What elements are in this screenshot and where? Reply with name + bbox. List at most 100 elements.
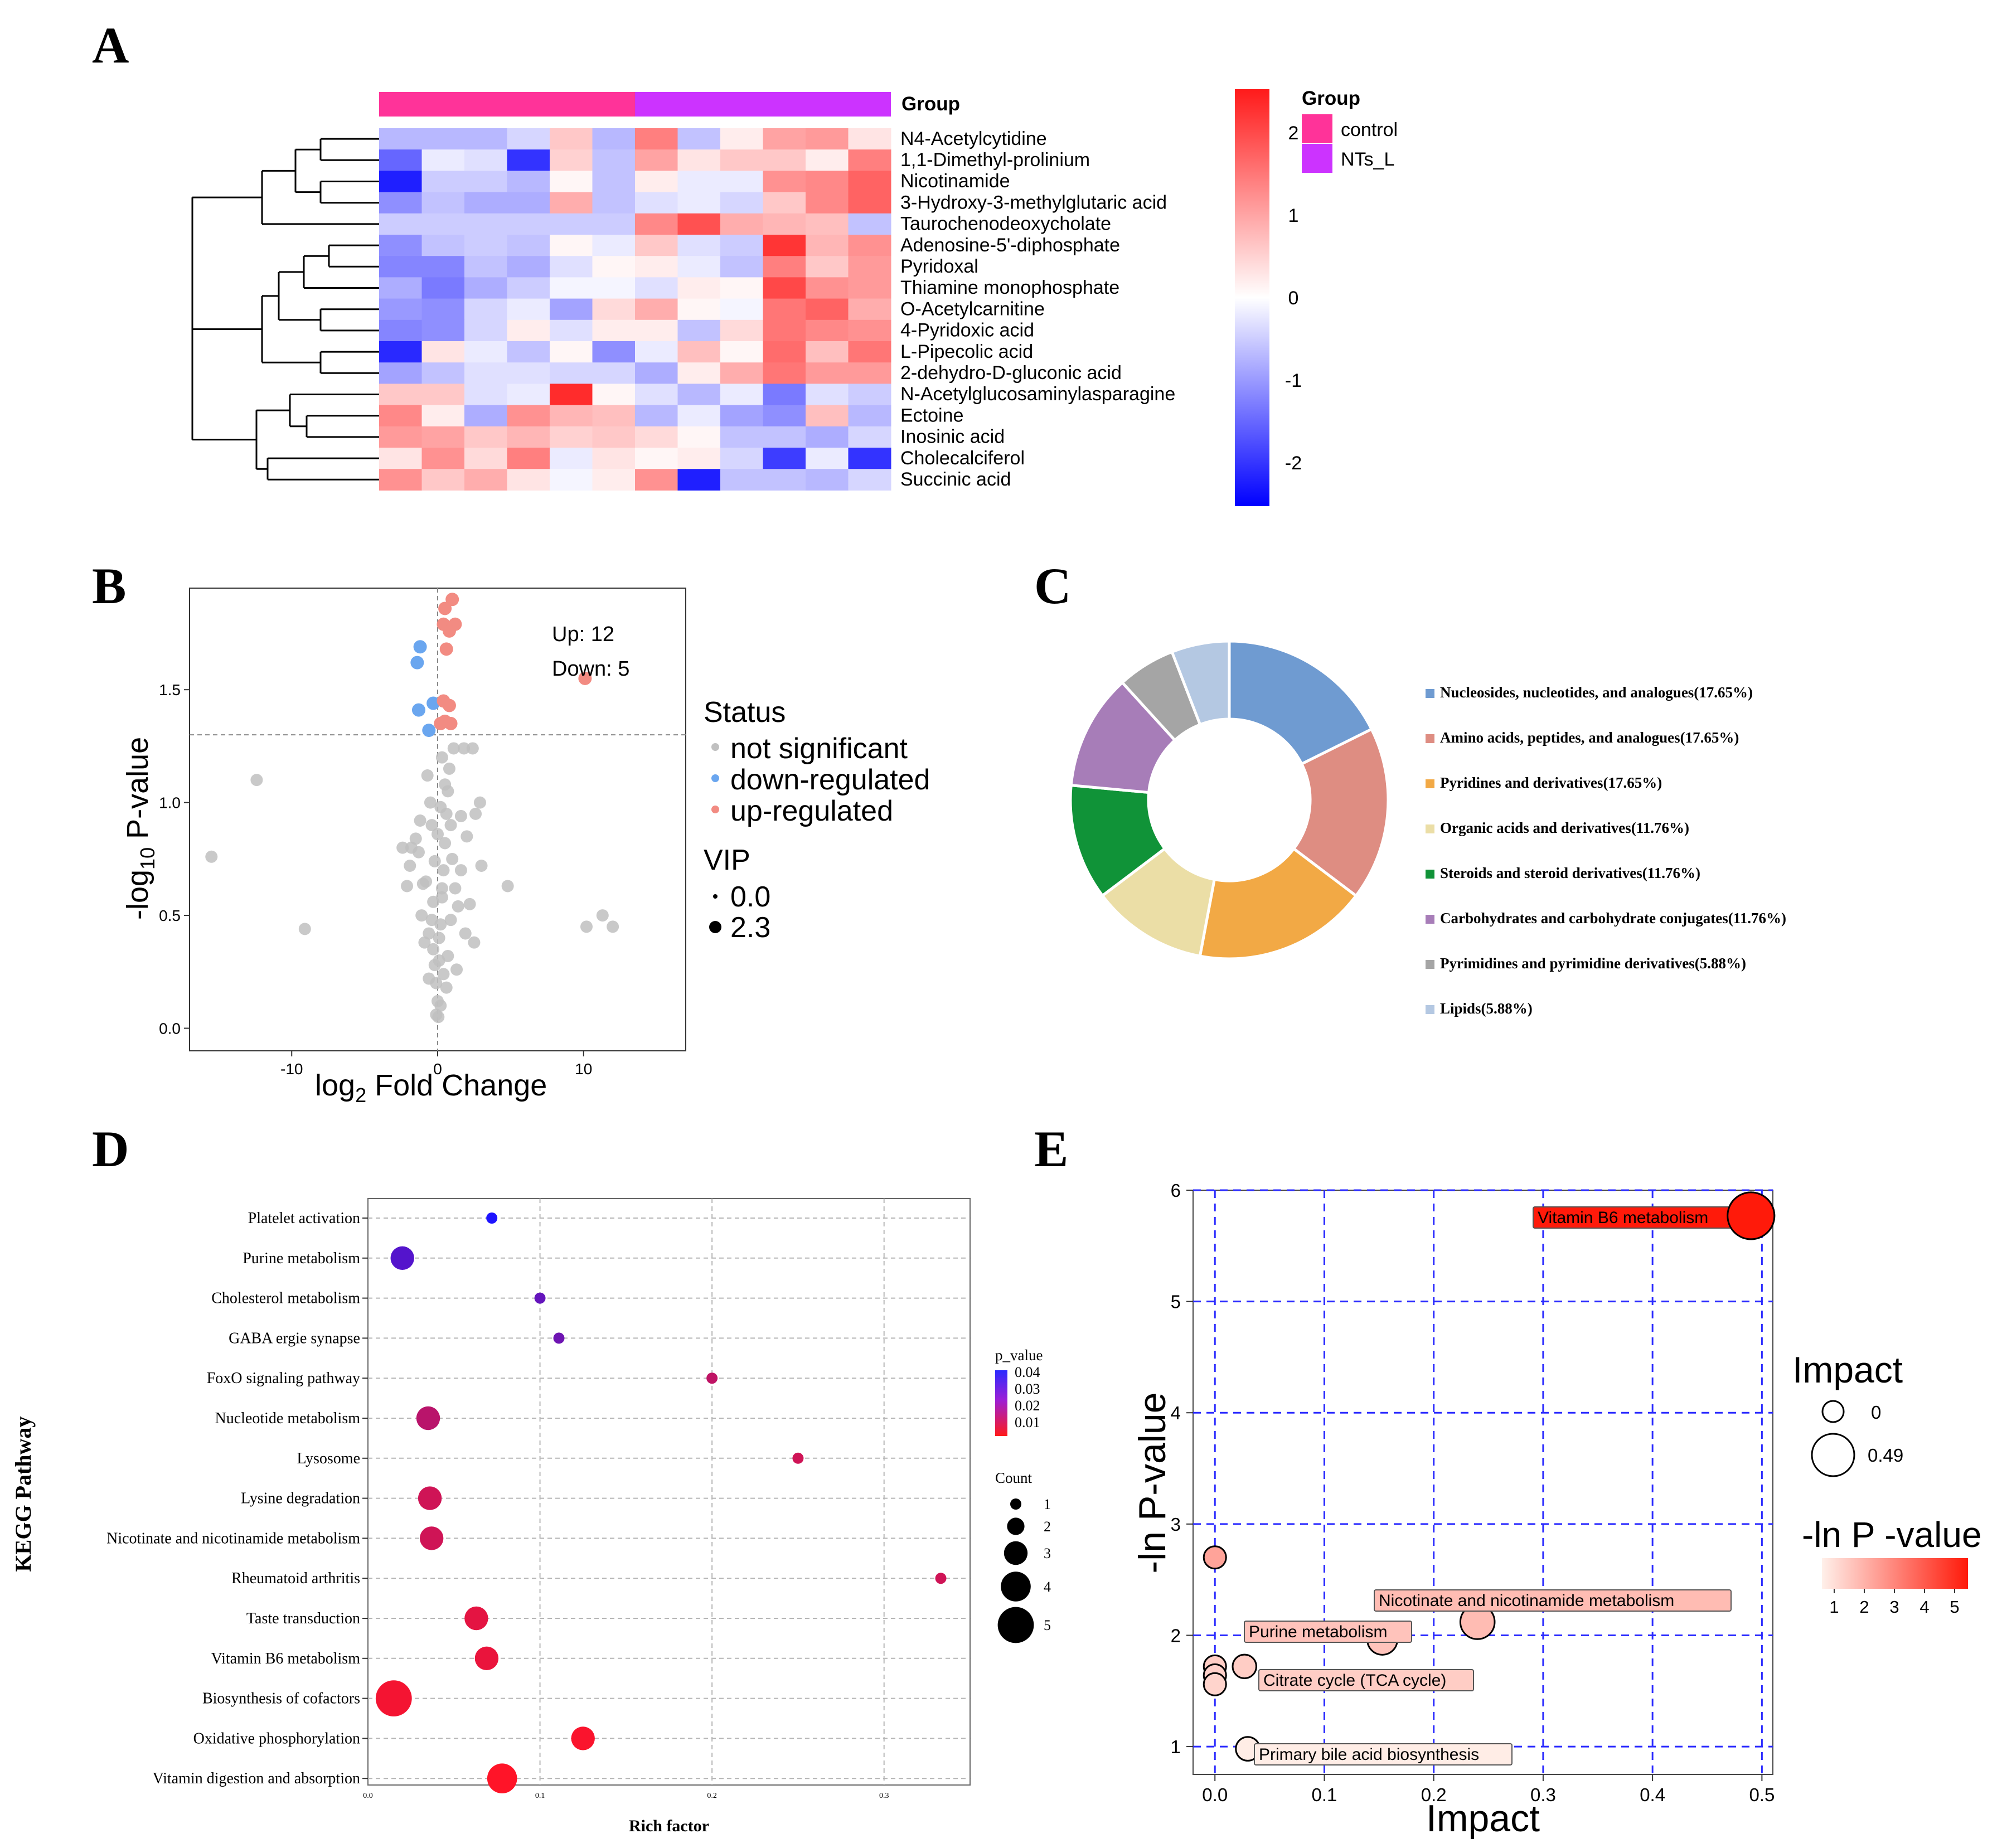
volcano-point-ns bbox=[463, 898, 476, 910]
heatmap-cell bbox=[806, 469, 849, 491]
volcano-point-ns bbox=[447, 742, 460, 755]
heatmap-cell bbox=[592, 235, 636, 256]
heatmap-cell bbox=[720, 171, 763, 193]
heatmap-cell bbox=[592, 192, 636, 214]
heatmap-cell bbox=[720, 256, 763, 278]
heatmap-cell bbox=[507, 298, 550, 321]
impact-label-box bbox=[1244, 1621, 1412, 1643]
impact-x-tick: 0.0 bbox=[1202, 1784, 1228, 1805]
heatmap-row-label: 2-dehydro-D-gluconic acid bbox=[900, 362, 1122, 384]
donut-legend: Nucleosides, nucleotides, and analogues(… bbox=[1426, 684, 1786, 1017]
kegg-bubble bbox=[390, 1246, 414, 1270]
pvalue-legend-tick: 0.02 bbox=[1015, 1398, 1040, 1414]
row-dendrogram bbox=[191, 138, 379, 481]
heatmap-cell bbox=[720, 362, 763, 384]
heatmap-cell bbox=[379, 277, 422, 299]
heatmap-cell bbox=[421, 341, 465, 363]
donut-legend-label: Carbohydrates and carbohydrate conjugate… bbox=[1440, 910, 1786, 927]
heatmap-cell bbox=[550, 384, 593, 406]
heatmap-cell bbox=[763, 362, 806, 384]
volcano-down-count: Down: 5 bbox=[552, 657, 629, 681]
heatmap-row-label: Ectoine bbox=[900, 405, 963, 426]
impact-bubble-top bbox=[1727, 1191, 1776, 1240]
impact-x-tick: 0.4 bbox=[1640, 1784, 1665, 1805]
volcano-y-tick: 1.5 bbox=[159, 681, 181, 699]
volcano-x-tick: -10 bbox=[280, 1060, 303, 1078]
volcano-point-up bbox=[445, 593, 459, 607]
volcano-point-up bbox=[578, 671, 592, 685]
kegg-x-label: Rich factor bbox=[629, 1817, 709, 1835]
heatmap-cell bbox=[635, 128, 678, 150]
volcano-point-ns bbox=[452, 900, 464, 913]
group-annotation-title: Group bbox=[901, 93, 960, 115]
volcano-point-ns bbox=[205, 850, 218, 863]
vip-legend-dot-small bbox=[713, 894, 718, 899]
heatmap-cell bbox=[592, 256, 636, 278]
volcano-point-ns bbox=[415, 909, 428, 922]
heatmap-cell bbox=[763, 384, 806, 406]
kegg-pathway-label: Purine metabolism bbox=[243, 1250, 360, 1267]
volcano-x-tick: 0 bbox=[433, 1060, 442, 1078]
count-legend-label: 5 bbox=[1044, 1617, 1051, 1633]
heatmap-cell bbox=[635, 171, 678, 193]
heatmap-cell bbox=[379, 298, 422, 321]
heatmap-cell bbox=[763, 256, 806, 278]
kegg-pathway-label: GABA ergie synapse bbox=[229, 1330, 360, 1347]
heatmap-cell bbox=[763, 448, 806, 469]
heatmap-cell bbox=[635, 469, 678, 491]
vip-legend-small: 0.0 bbox=[730, 881, 770, 913]
volcano-point-ns bbox=[440, 981, 453, 994]
count-legend-dot bbox=[997, 1607, 1034, 1643]
heatmap-cell bbox=[507, 405, 550, 427]
heat-legend-tick: 0 bbox=[1288, 288, 1299, 309]
pvalue-legend-tick: 0.03 bbox=[1015, 1381, 1040, 1397]
heatmap-cell bbox=[507, 426, 550, 448]
heatmap-cell bbox=[464, 469, 507, 491]
kegg-pathway-label: Cholesterol metabolism bbox=[211, 1290, 360, 1307]
heatmap-cell bbox=[763, 192, 806, 214]
heatmap-cell bbox=[677, 469, 721, 491]
group-bar-nts-l bbox=[635, 92, 891, 117]
donut-legend-label: Steroids and steroid derivatives(11.76%) bbox=[1440, 865, 1700, 881]
heatmap-cell bbox=[421, 192, 465, 214]
impact-x-label: Impact bbox=[1426, 1797, 1540, 1840]
heatmap-cell bbox=[635, 149, 678, 171]
kegg-y-label: KEGG Pathway bbox=[11, 1417, 36, 1572]
donut-slice bbox=[1198, 846, 1358, 961]
heatmap-cell bbox=[464, 128, 507, 150]
heatmap-cell bbox=[635, 213, 678, 235]
pvalue-legend-ticks: 0.040.030.020.01 bbox=[1015, 1364, 1040, 1430]
impact-color-legend-tick: 2 bbox=[1859, 1597, 1869, 1617]
impact-x-tick: 0.1 bbox=[1312, 1784, 1337, 1805]
volcano-point-ns bbox=[418, 936, 431, 949]
heatmap-cell bbox=[677, 384, 721, 406]
heatmap-row-label: Succinic acid bbox=[900, 469, 1011, 490]
heatmap-cell bbox=[763, 469, 806, 491]
heatmap-cell bbox=[507, 213, 550, 235]
heatmap-cell bbox=[720, 192, 763, 214]
panel-label-b: B bbox=[92, 557, 126, 614]
impact-y-tick: 1 bbox=[1171, 1737, 1181, 1757]
group-legend-swatch-control bbox=[1302, 114, 1332, 143]
count-legend-label: 1 bbox=[1044, 1496, 1051, 1512]
heatmap-cell bbox=[763, 426, 806, 448]
heatmap-cell bbox=[720, 213, 763, 235]
heatmap-cell bbox=[592, 405, 636, 427]
heatmap-cell bbox=[421, 362, 465, 384]
heatmap-cell bbox=[806, 341, 849, 363]
heatmap-cell bbox=[806, 362, 849, 384]
donut-slice bbox=[1170, 639, 1231, 727]
heatmap-cell bbox=[635, 192, 678, 214]
status-legend-down: down-regulated bbox=[730, 764, 930, 796]
heatmap-cell bbox=[677, 213, 721, 235]
heatmap-cell bbox=[421, 448, 465, 469]
heatmap-row-label: 1,1-Dimethyl-prolinium bbox=[900, 149, 1090, 171]
heatmap-cell bbox=[379, 384, 422, 406]
heatmap-cell bbox=[720, 319, 763, 342]
status-legend-dot-ns bbox=[711, 743, 719, 751]
volcano-point-ns bbox=[607, 920, 619, 933]
heatmap-cell bbox=[763, 235, 806, 256]
volcano-point-ns bbox=[454, 809, 467, 822]
impact-color-legend-tick: 1 bbox=[1829, 1597, 1839, 1617]
heatmap-cell bbox=[592, 213, 636, 235]
